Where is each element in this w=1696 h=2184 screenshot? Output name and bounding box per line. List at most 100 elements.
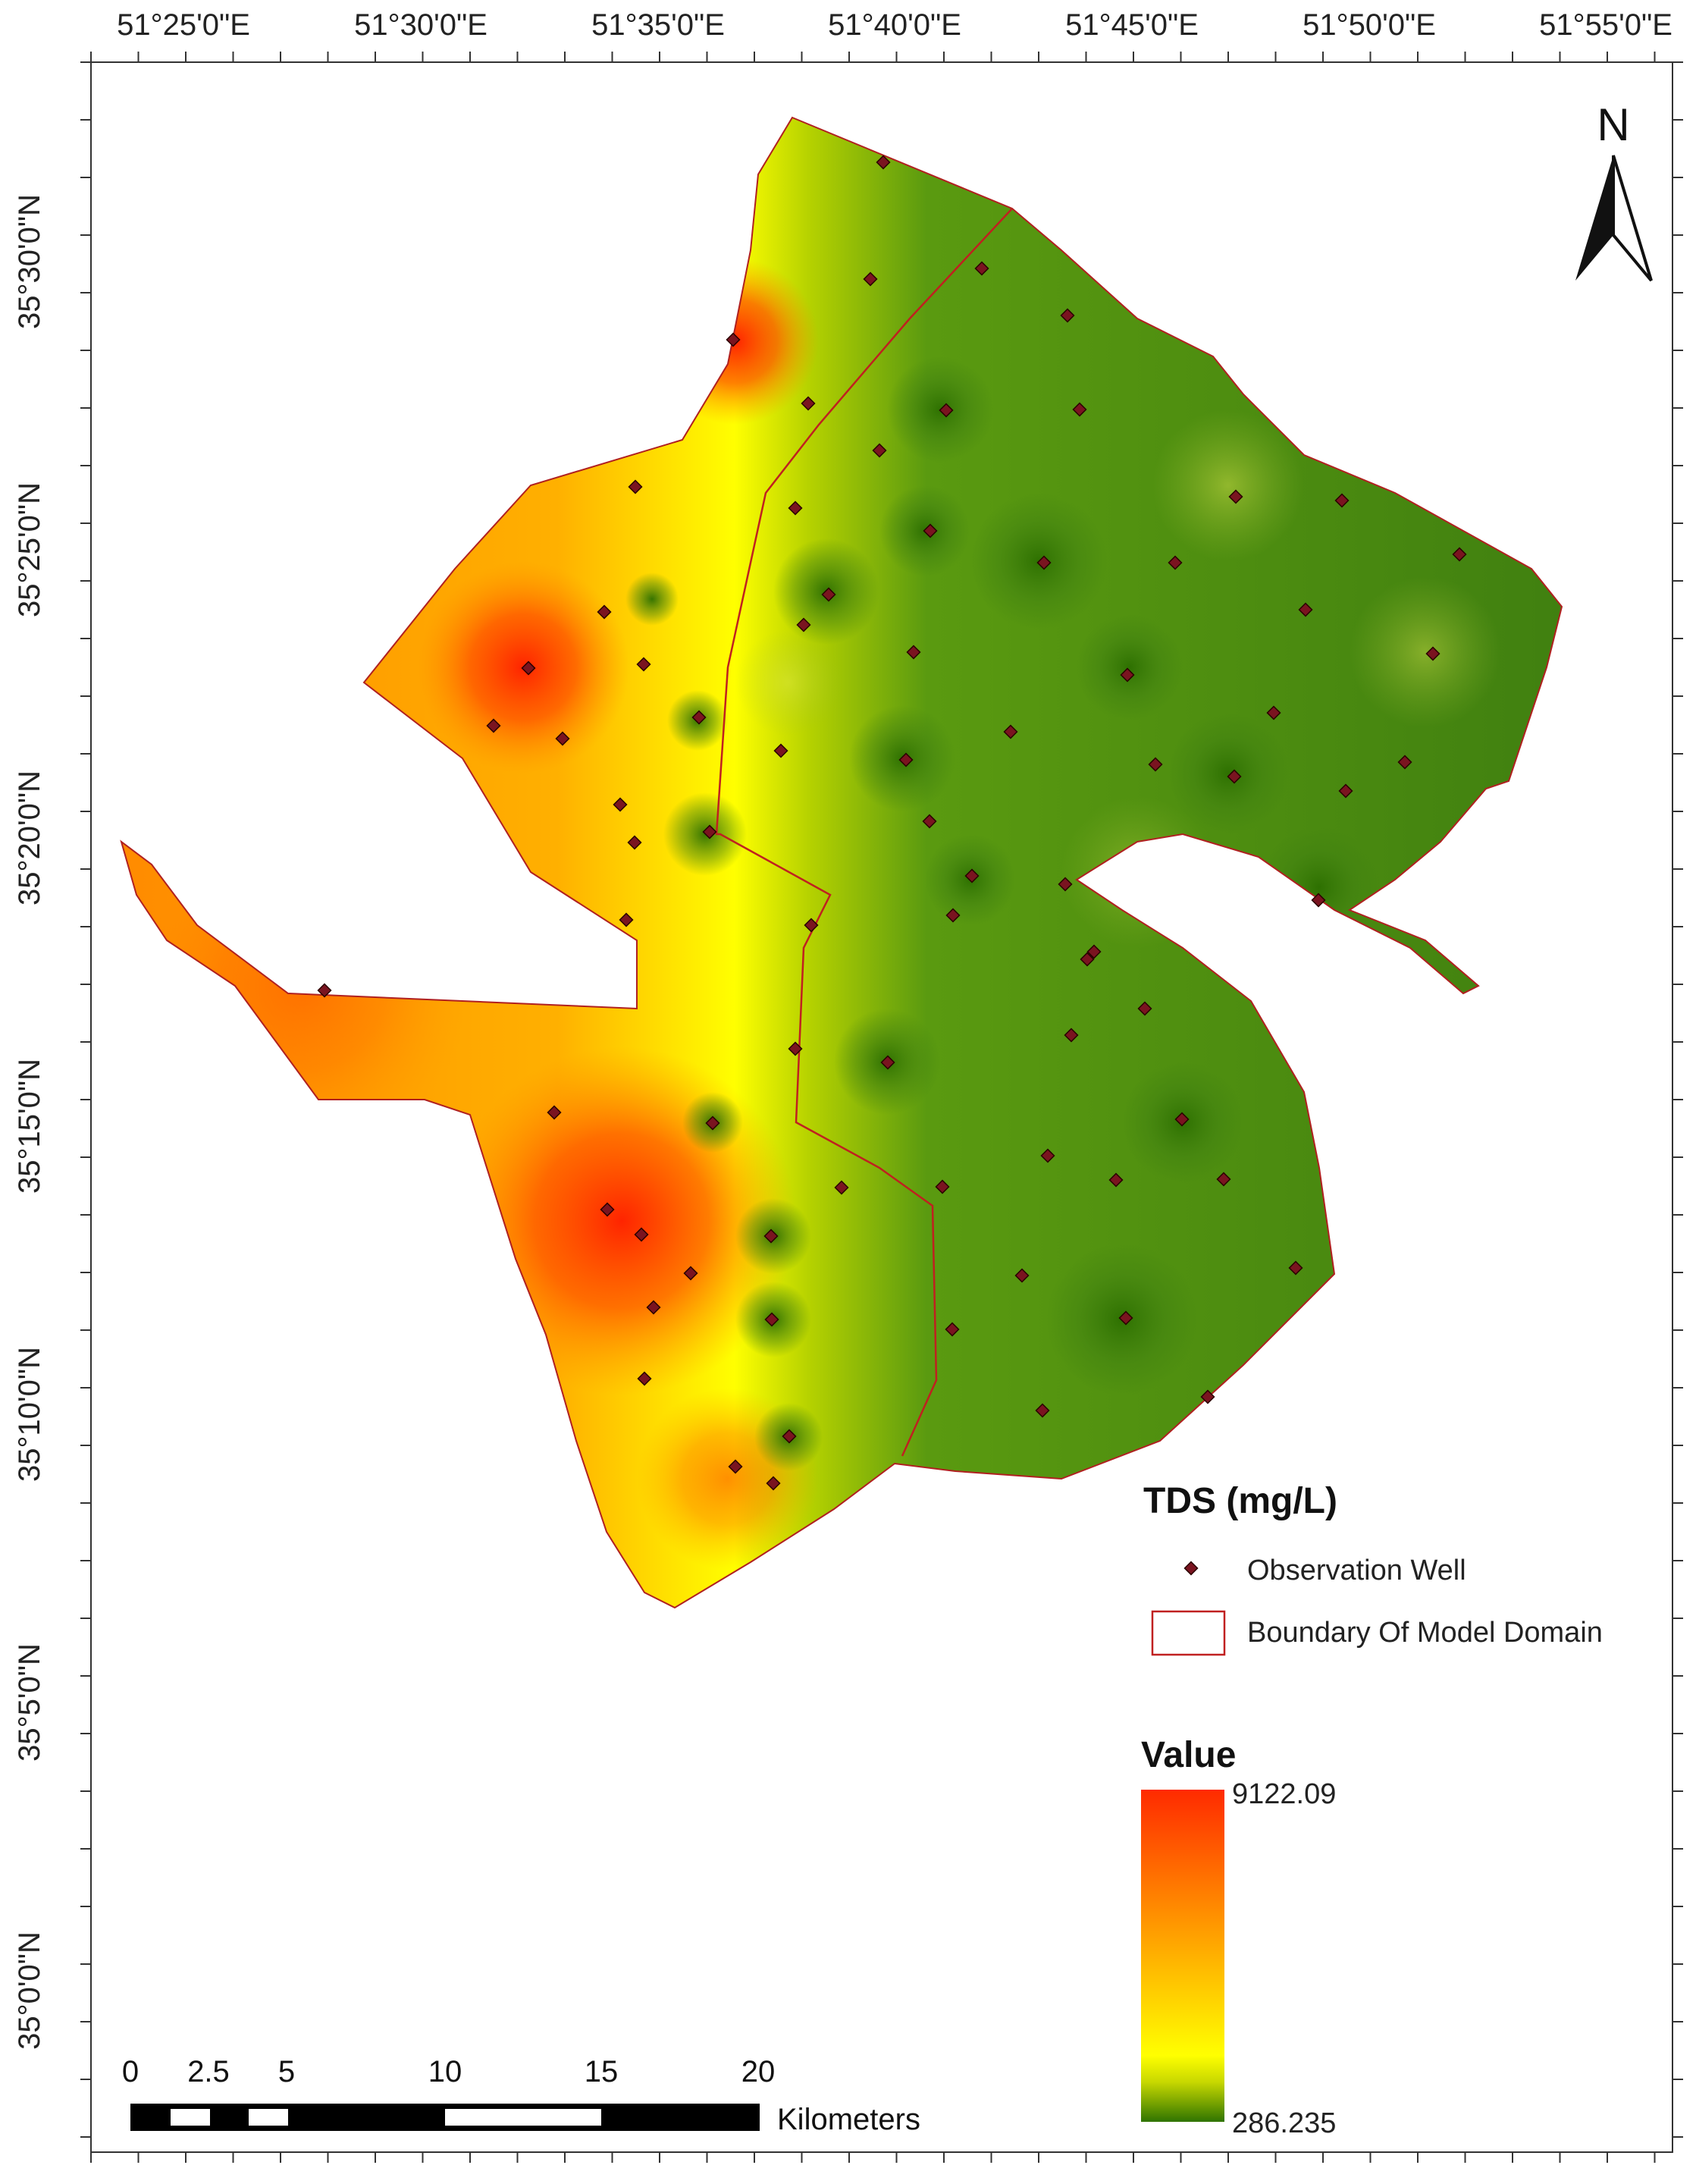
observation-well-marker [1338, 783, 1353, 799]
left-axis-label: 35°30'0"N [13, 194, 46, 329]
observation-well-marker [872, 443, 887, 458]
observation-well-marker [1035, 1403, 1050, 1418]
left-axis-labels: 35°30'0"N 35°25'0"N 35°20'0"N 35°15'0"N … [13, 194, 46, 2050]
observation-well-marker [1058, 877, 1073, 892]
observation-wells [317, 155, 1467, 1491]
observation-well-marker [1298, 602, 1313, 617]
observation-well-marker [627, 835, 642, 850]
observation-well-marker [1311, 893, 1326, 908]
observation-well-marker [782, 1429, 797, 1444]
observation-well-marker [796, 617, 811, 632]
observation-well-marker [555, 731, 570, 746]
left-axis-label: 35°15'0"N [13, 1059, 46, 1194]
observation-well-marker [1060, 308, 1075, 323]
top-axis-label: 51°35'0"E [591, 8, 725, 42]
observation-well-marker [834, 1180, 849, 1195]
observation-well-marker [923, 523, 938, 538]
left-axis-label: 35°0'0"N [13, 1931, 46, 2050]
observation-well-marker [1148, 757, 1163, 772]
observation-well-marker [636, 657, 651, 672]
observation-well-marker [1397, 755, 1412, 770]
top-axis-label: 51°50'0"E [1303, 8, 1436, 42]
observation-well-marker [1108, 1172, 1124, 1188]
observation-well-marker [634, 1227, 649, 1242]
scale-tick-label: 0 [122, 2055, 139, 2088]
observation-well-marker [1003, 724, 1018, 739]
observation-well-marker [804, 918, 819, 933]
scale-unit: Kilometers [777, 2103, 920, 2136]
boundary-symbol [1151, 1610, 1226, 1656]
top-axis-label: 51°30'0"E [354, 8, 487, 42]
left-axis-label: 35°20'0"N [13, 770, 46, 905]
observation-well-marker [600, 1202, 615, 1217]
left-axis-label: 35°10'0"N [13, 1347, 46, 1482]
observation-well-marker [766, 1476, 781, 1491]
scale-tick-label: 2.5 [187, 2055, 230, 2088]
observation-well-marker [637, 1371, 652, 1386]
observation-well-marker [939, 403, 954, 418]
observation-well-marker [1266, 705, 1281, 720]
well-symbol [1183, 1561, 1199, 1576]
observation-well-marker [964, 868, 980, 883]
observation-well-marker [922, 814, 937, 829]
observation-well-marker [726, 332, 741, 347]
observation-well-marker [619, 912, 634, 927]
observation-well-marker [1080, 952, 1095, 967]
observation-well-marker [486, 718, 501, 733]
top-axis-label: 51°45'0"E [1065, 8, 1199, 42]
observation-well-marker [705, 1116, 720, 1131]
observation-well-marker [935, 1179, 950, 1194]
observation-well-marker [974, 261, 989, 276]
frame-ticks [80, 52, 1683, 2163]
legend-boundary-label: Boundary Of Model Domain [1247, 1617, 1603, 1649]
observation-well-marker [1040, 1148, 1055, 1163]
observation-well-marker [1120, 667, 1135, 682]
observation-well-marker [1137, 1001, 1152, 1016]
observation-well-marker [1334, 493, 1350, 508]
top-axis-label: 51°55'0"E [1539, 8, 1672, 42]
observation-well-marker [691, 710, 707, 725]
observation-well-marker [1228, 489, 1243, 504]
scale-bar: 0 2.5 5 10 15 20 Kilometers [122, 2055, 920, 2136]
observation-well-marker [317, 983, 332, 998]
observation-well-marker [1118, 1310, 1133, 1326]
observation-well-marker [1288, 1260, 1303, 1276]
observation-well-marker [1014, 1268, 1030, 1283]
observation-well-marker [1064, 1028, 1079, 1043]
observation-well-marker [613, 797, 628, 812]
observation-well-marker [788, 1041, 803, 1056]
observation-well-marker [728, 1459, 743, 1474]
observation-well-marker [1227, 769, 1242, 784]
legend-title: TDS (mg/L) [1143, 1481, 1337, 1521]
observation-well-marker [1174, 1112, 1190, 1127]
observation-well-marker [683, 1266, 698, 1281]
left-axis-label: 35°5'0"N [13, 1643, 46, 1762]
scale-tick-label: 5 [278, 2055, 295, 2088]
legend: TDS (mg/L) Observation Well Boundary Of … [1141, 1481, 1603, 2139]
observation-well-marker [597, 604, 612, 620]
observation-well-marker [1216, 1172, 1231, 1187]
observation-well-marker [788, 500, 803, 516]
observation-well-marker [801, 396, 816, 411]
observation-well-marker [521, 661, 536, 676]
observation-well-marker [547, 1105, 562, 1120]
observation-well-marker [628, 479, 643, 494]
study-area-outline [120, 116, 1563, 1609]
observation-well-marker [1036, 555, 1052, 570]
scale-tick-label: 20 [741, 2055, 776, 2088]
model-domain-boundary [715, 208, 1013, 1457]
top-axis-labels: 51°25'0"E 51°30'0"E 51°35'0"E 51°40'0"E … [117, 8, 1672, 42]
observation-well-marker [906, 645, 921, 660]
legend-well-label: Observation Well [1247, 1555, 1466, 1586]
observation-well-marker [1425, 646, 1441, 661]
observation-well-marker [773, 743, 788, 758]
observation-well-marker [945, 908, 961, 923]
observation-well-marker [1452, 547, 1467, 562]
north-label: N [1597, 99, 1629, 150]
observation-well-marker [764, 1312, 779, 1327]
value-title: Value [1141, 1735, 1236, 1775]
observation-well-marker [898, 752, 914, 767]
observation-well-marker [945, 1322, 960, 1337]
north-arrow-icon [1575, 155, 1613, 281]
